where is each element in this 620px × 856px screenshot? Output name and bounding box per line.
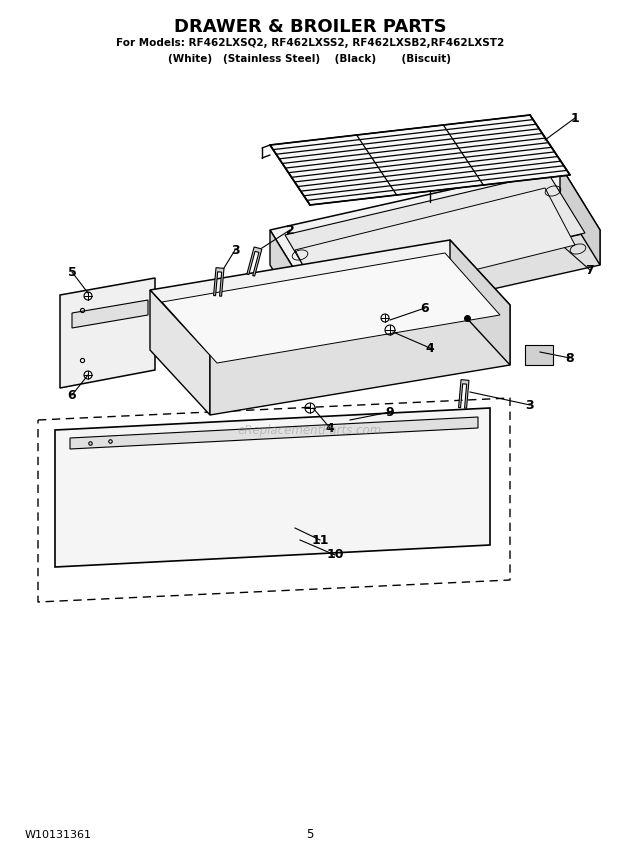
Polygon shape (285, 173, 585, 294)
Polygon shape (270, 165, 600, 295)
Polygon shape (247, 247, 262, 276)
Polygon shape (60, 278, 155, 388)
Text: 6: 6 (68, 389, 76, 401)
Text: eReplacementParts.com: eReplacementParts.com (238, 424, 382, 437)
Polygon shape (270, 230, 310, 330)
Polygon shape (295, 188, 575, 307)
Text: 3: 3 (231, 243, 239, 257)
Text: For Models: RF462LXSQ2, RF462LXSS2, RF462LXSB2,RF462LXST2: For Models: RF462LXSQ2, RF462LXSS2, RF46… (116, 38, 504, 48)
Text: (White)   (Stainless Steel)    (Black)       (Biscuit): (White) (Stainless Steel) (Black) (Biscu… (169, 54, 451, 64)
Text: 4: 4 (326, 421, 334, 435)
Text: 11: 11 (311, 533, 329, 546)
Text: 7: 7 (586, 264, 595, 276)
Polygon shape (310, 230, 600, 330)
Polygon shape (213, 268, 224, 296)
Text: 10: 10 (326, 549, 343, 562)
Polygon shape (560, 165, 600, 265)
Text: 4: 4 (425, 342, 435, 354)
Text: W10131361: W10131361 (25, 830, 92, 840)
Text: 9: 9 (386, 406, 394, 419)
Text: 5: 5 (68, 265, 76, 278)
FancyBboxPatch shape (525, 345, 553, 365)
Text: 1: 1 (570, 111, 579, 124)
Text: 2: 2 (286, 223, 294, 236)
Polygon shape (150, 290, 210, 415)
Polygon shape (270, 115, 570, 205)
Polygon shape (162, 253, 500, 363)
Text: 6: 6 (421, 301, 429, 314)
Polygon shape (150, 240, 510, 355)
Polygon shape (210, 305, 510, 415)
Text: 3: 3 (526, 399, 534, 412)
Polygon shape (70, 417, 478, 449)
Text: 5: 5 (306, 829, 314, 841)
Polygon shape (55, 408, 490, 567)
Polygon shape (459, 380, 469, 408)
Text: DRAWER & BROILER PARTS: DRAWER & BROILER PARTS (174, 18, 446, 36)
Text: 8: 8 (565, 352, 574, 365)
Polygon shape (72, 300, 148, 328)
Polygon shape (450, 240, 510, 365)
